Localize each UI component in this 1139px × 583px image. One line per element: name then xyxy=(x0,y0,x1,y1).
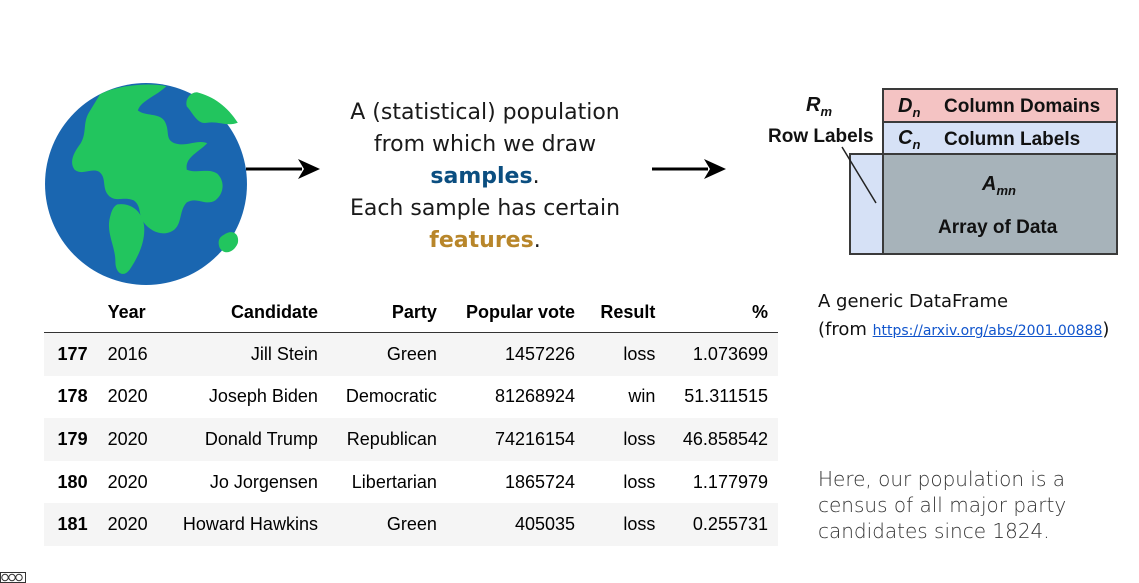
cell-year: 2020 xyxy=(107,471,148,492)
dataframe-caption: A generic DataFrame (from https://arxiv.… xyxy=(818,288,1109,345)
cell-party: Green xyxy=(386,514,437,535)
column-labels-box: Cn Column Labels xyxy=(882,121,1118,155)
caption-line-1: A generic DataFrame xyxy=(818,291,1009,312)
table-row: 177 2016 Jill Stein Green 1457226 loss 1… xyxy=(44,332,778,376)
cell-party: Republican xyxy=(346,428,437,449)
period: . xyxy=(533,228,541,253)
caption-from: (from xyxy=(818,319,873,340)
column-labels-label: Column Labels xyxy=(944,129,1081,150)
row-labels-box xyxy=(849,153,885,255)
column-domains-label: Column Domains xyxy=(944,96,1101,117)
elections-table: Year Candidate Party Popular vote Result… xyxy=(44,292,778,546)
cc-license-icon xyxy=(0,572,26,583)
array-of-data-box: Amn Array of Data xyxy=(882,153,1118,255)
cell-result: loss xyxy=(623,514,656,535)
dn-symbol: Dn xyxy=(898,95,921,120)
cell-year: 2020 xyxy=(107,514,148,535)
cell-year: 2016 xyxy=(107,343,148,364)
globe-icon xyxy=(45,83,247,285)
samples-word: samples xyxy=(430,164,533,189)
cell-candidate: Howard Hawkins xyxy=(182,514,318,535)
cell-result: win xyxy=(628,386,656,407)
cell-popular-vote: 1457226 xyxy=(504,343,576,364)
cell-popular-vote: 74216154 xyxy=(494,428,576,449)
row-index: 179 xyxy=(57,428,88,449)
header-index xyxy=(44,292,98,333)
header-popular-vote: Popular vote xyxy=(446,292,586,333)
cell-party: Democratic xyxy=(345,386,437,407)
row-index: 178 xyxy=(57,386,88,407)
row-index: 181 xyxy=(57,514,88,535)
cell-year: 2020 xyxy=(107,428,148,449)
cell-result: loss xyxy=(623,428,656,449)
population-line-4: Each sample has certain xyxy=(349,196,621,221)
array-of-data-label: Array of Data xyxy=(938,217,1058,238)
right-arrow-icon xyxy=(246,159,320,179)
header-party: Party xyxy=(327,292,447,333)
period: . xyxy=(532,164,540,189)
cell-percent: 46.858542 xyxy=(682,428,768,449)
header-result: Result xyxy=(585,292,666,333)
cell-candidate: Donald Trump xyxy=(204,428,318,449)
header-percent: % xyxy=(665,292,778,333)
rm-symbol: Rm xyxy=(806,94,833,119)
row-labels-label: Row Labels xyxy=(768,126,874,147)
table-header-row: Year Candidate Party Popular vote Result… xyxy=(44,292,778,333)
cell-popular-vote: 1865724 xyxy=(504,471,576,492)
cn-symbol: Cn xyxy=(898,127,921,152)
row-index: 180 xyxy=(57,471,88,492)
cell-popular-vote: 81268924 xyxy=(494,386,576,407)
features-word: features xyxy=(429,228,534,253)
arxiv-link[interactable]: https://arxiv.org/abs/2001.00888 xyxy=(872,323,1103,339)
table-row: 179 2020 Donald Trump Republican 7421615… xyxy=(44,418,778,461)
caption-close: ) xyxy=(1102,319,1110,340)
cell-year: 2020 xyxy=(107,386,148,407)
row-labels-pointer-line xyxy=(841,146,877,204)
population-description: A (statistical) population from which we… xyxy=(330,97,640,257)
cell-percent: 1.177979 xyxy=(692,471,768,492)
amn-symbol: Amn xyxy=(982,173,1016,198)
cell-candidate: Jill Stein xyxy=(250,343,318,364)
cell-candidate: Joseph Biden xyxy=(208,386,318,407)
table-row: 178 2020 Joseph Biden Democratic 8126892… xyxy=(44,376,778,419)
header-candidate: Candidate xyxy=(161,292,328,333)
population-line-2: from which we draw xyxy=(373,132,597,157)
population-line-3: samples. xyxy=(330,161,640,193)
cell-result: loss xyxy=(623,343,656,364)
cell-party: Green xyxy=(386,343,437,364)
cell-percent: 0.255731 xyxy=(692,514,768,535)
cell-percent: 51.311515 xyxy=(684,386,768,407)
caption-line-2: (from https://arxiv.org/abs/2001.00888) xyxy=(818,316,1109,345)
table-row: 180 2020 Jo Jorgensen Libertarian 186572… xyxy=(44,461,778,504)
census-note: Here, our population is a census of all … xyxy=(818,467,1067,543)
right-arrow-icon xyxy=(652,159,726,179)
table-row: 181 2020 Howard Hawkins Green 405035 los… xyxy=(44,503,778,546)
cell-popular-vote: 405035 xyxy=(514,514,576,535)
column-domains-box: Dn Column Domains xyxy=(882,88,1118,123)
cell-percent: 1.073699 xyxy=(692,343,768,364)
cell-candidate: Jo Jorgensen xyxy=(209,471,318,492)
population-line-5: features. xyxy=(330,225,640,257)
population-line-1: A (statistical) population xyxy=(350,100,620,125)
cell-result: loss xyxy=(623,471,656,492)
cell-party: Libertarian xyxy=(351,471,437,492)
header-year: Year xyxy=(97,292,162,333)
row-index: 177 xyxy=(57,343,88,364)
